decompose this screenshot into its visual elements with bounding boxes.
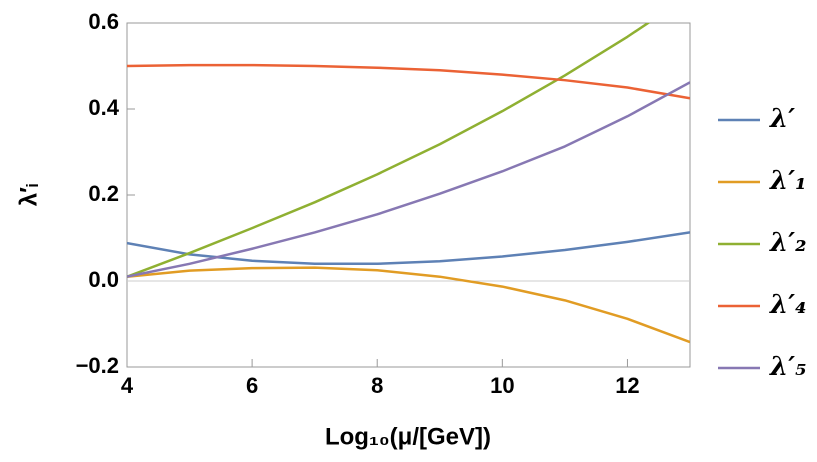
y-tick-label: 0.6 (88, 9, 119, 34)
legend-label: λ′₁ (769, 166, 806, 196)
x-tick-label: 8 (371, 373, 383, 398)
plot-lines (127, 23, 690, 344)
y-tick-label: 0.2 (88, 181, 119, 206)
x-tick-label: 10 (490, 373, 514, 398)
legend-label: λ′₅ (769, 352, 806, 382)
x-axis-label: Log₁₀(μ/[GeV]) (325, 423, 491, 450)
series-line (127, 63, 690, 100)
y-axis-label: λ′ᵢ (15, 184, 42, 207)
series-line (127, 23, 651, 278)
x-tick-label: 6 (246, 373, 258, 398)
y-tick-label: −0.2 (76, 353, 119, 378)
legend-label: λ′₄ (769, 290, 806, 320)
series-line (127, 81, 690, 278)
x-tick-label: 12 (615, 373, 639, 398)
y-tick-label: 0.4 (88, 95, 119, 120)
legend-label: λ′₂ (769, 228, 806, 258)
y-tick-label: 0.0 (88, 267, 119, 292)
series-line (127, 231, 690, 266)
x-tick-label: 4 (121, 373, 134, 398)
legend-label: λ′ (769, 104, 795, 134)
series-line (127, 266, 690, 344)
plot-frame (126, 22, 691, 368)
